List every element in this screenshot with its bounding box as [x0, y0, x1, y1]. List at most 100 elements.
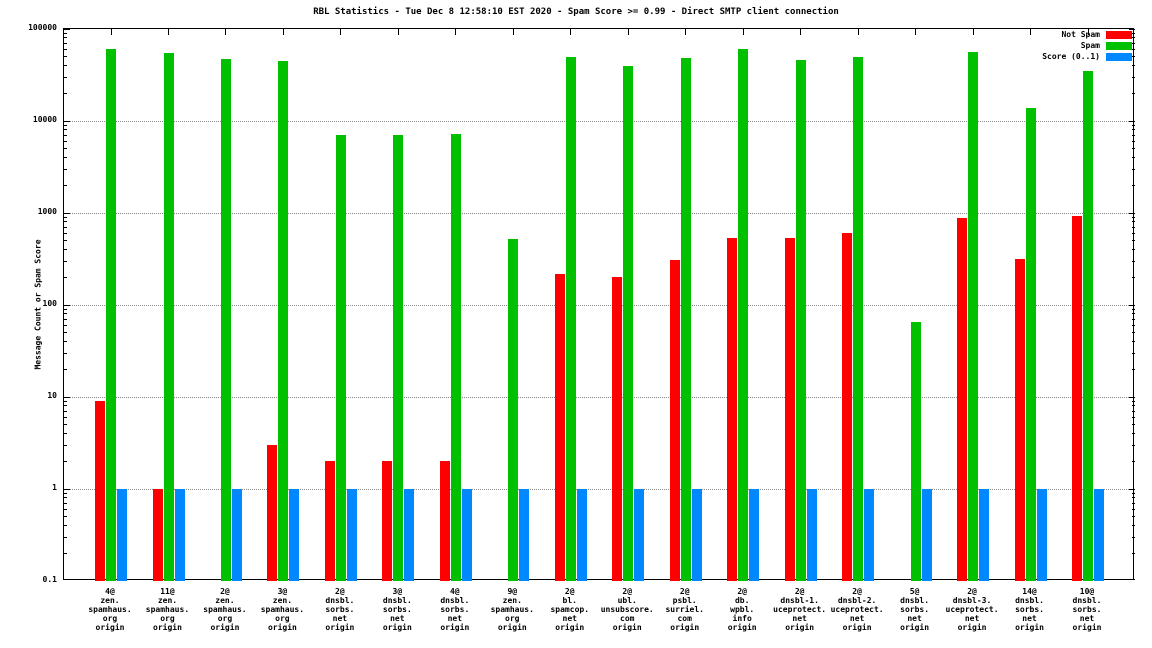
gridline: [64, 488, 1133, 490]
bar-not-spam: [957, 218, 968, 581]
y-axis-tick: [1129, 212, 1135, 214]
bar-spam: [910, 322, 921, 581]
y-axis-minor-tick: [1132, 352, 1135, 354]
y-axis-minor-tick: [64, 260, 67, 262]
bar-not-spam: [842, 233, 853, 581]
bar-spam: [853, 56, 864, 581]
bar-score-0-1: [117, 489, 127, 581]
bar-score-0-1: [1094, 489, 1104, 581]
bar-score-0-1: [576, 489, 587, 581]
bar-spam: [106, 49, 116, 581]
bar-score-0-1: [634, 489, 645, 581]
x-axis-tick: [685, 29, 687, 35]
y-axis-tick: [64, 29, 70, 30]
y-axis-minor-tick: [64, 492, 67, 494]
y-axis-minor-tick: [1132, 324, 1135, 326]
y-axis-minor-tick: [1132, 276, 1135, 278]
y-axis-minor-tick: [1132, 168, 1135, 170]
legend-item: Not Spam: [1061, 30, 1132, 39]
bar-score-0-1: [806, 489, 817, 581]
y-axis-minor-tick: [1132, 492, 1135, 494]
y-axis-minor-tick: [1132, 148, 1135, 150]
y-axis-minor-tick: [1132, 56, 1135, 58]
y-axis-minor-tick: [1132, 124, 1135, 126]
x-axis-tick: [455, 29, 457, 35]
y-axis-minor-tick: [1132, 433, 1135, 435]
y-axis-minor-tick: [1132, 341, 1135, 343]
y-axis-minor-tick: [64, 324, 67, 326]
y-axis-minor-tick: [64, 416, 67, 418]
bar-score-0-1: [921, 489, 932, 581]
x-axis-tick: [857, 29, 859, 35]
y-axis-minor-tick: [64, 76, 67, 78]
bar-spam: [565, 56, 576, 581]
y-axis-minor-tick: [1132, 508, 1135, 510]
x-axis-tick: [512, 29, 514, 35]
y-axis-minor-tick: [1132, 157, 1135, 159]
y-axis-minor-tick: [1132, 502, 1135, 504]
bar-score-0-1: [979, 489, 990, 581]
y-tick-label: 100000: [28, 23, 57, 32]
y-axis-minor-tick: [64, 48, 67, 50]
y-axis-minor-tick: [64, 508, 67, 510]
x-tick-label: 5@ dnsbl. sorbs. net origin: [900, 587, 930, 632]
y-axis-minor-tick: [1132, 129, 1135, 131]
bar-score-0-1: [461, 489, 472, 581]
bar-score-0-1: [1036, 489, 1047, 581]
bar-spam: [623, 65, 634, 581]
x-tick-label: 10@ dnsbl. sorbs. net origin: [1072, 587, 1102, 632]
x-tick-label: 2@ db. wpbl. info origin: [727, 587, 757, 632]
x-tick-label: 3@ zen. spamhaus. org origin: [260, 587, 305, 632]
y-axis-minor-tick: [1132, 368, 1135, 370]
y-axis-minor-tick: [64, 497, 67, 499]
y-axis-minor-tick: [64, 276, 67, 278]
x-axis-tick: [110, 29, 112, 35]
y-axis-minor-tick: [64, 410, 67, 412]
y-axis-tick: [1129, 304, 1135, 306]
x-tick-label: 2@ psbl. surriel. com origin: [665, 587, 704, 632]
y-axis-minor-tick: [1132, 552, 1135, 554]
x-tick-label: 2@ zen. spamhaus. org origin: [203, 587, 247, 632]
y-axis-minor-tick: [64, 444, 67, 446]
y-tick-label: 10000: [32, 115, 57, 124]
y-axis-minor-tick: [1132, 249, 1135, 251]
y-axis-minor-tick: [1132, 460, 1135, 462]
y-axis-tick: [1129, 29, 1135, 30]
y-axis-minor-tick: [1132, 42, 1135, 44]
bar-not-spam: [612, 277, 623, 581]
y-axis-minor-tick: [1132, 400, 1135, 402]
x-axis-tick: [627, 29, 629, 35]
y-axis-minor-tick: [1132, 92, 1135, 94]
y-axis-tick: [64, 304, 70, 306]
y-tick-label: 10: [47, 391, 57, 400]
bar-score-0-1: [174, 489, 185, 581]
y-axis-minor-tick: [64, 124, 67, 126]
chart-title: RBL Statistics - Tue Dec 8 12:58:10 EST …: [313, 7, 839, 17]
y-axis-minor-tick: [64, 65, 67, 67]
y-axis-minor-tick: [1132, 134, 1135, 136]
y-axis-minor-tick: [1132, 232, 1135, 234]
y-axis-minor-tick: [64, 424, 67, 426]
y-axis-minor-tick: [64, 42, 67, 44]
y-axis-minor-tick: [1132, 318, 1135, 320]
y-axis-minor-tick: [64, 56, 67, 58]
y-tick-label: 0.1: [42, 575, 57, 584]
x-axis-tick: [915, 29, 917, 35]
bar-spam: [220, 59, 231, 581]
y-axis-minor-tick: [64, 308, 67, 310]
bar-spam: [508, 239, 519, 581]
y-axis-tick: [1129, 396, 1135, 398]
y-axis-minor-tick: [64, 168, 67, 170]
y-axis-tick: [64, 488, 70, 490]
y-axis-minor-tick: [64, 184, 67, 186]
x-tick-label: 2@ ubl. unsubscore. com origin: [600, 587, 654, 632]
x-axis-tick: [742, 29, 744, 35]
x-axis-tick: [397, 29, 399, 35]
bar-spam: [680, 58, 691, 581]
y-axis-minor-tick: [1132, 76, 1135, 78]
x-axis-tick: [168, 29, 169, 35]
legend-item: Score (0..1): [1042, 52, 1132, 61]
gridline: [64, 396, 1133, 398]
y-axis-minor-tick: [64, 221, 67, 223]
y-axis-minor-tick: [64, 352, 67, 354]
